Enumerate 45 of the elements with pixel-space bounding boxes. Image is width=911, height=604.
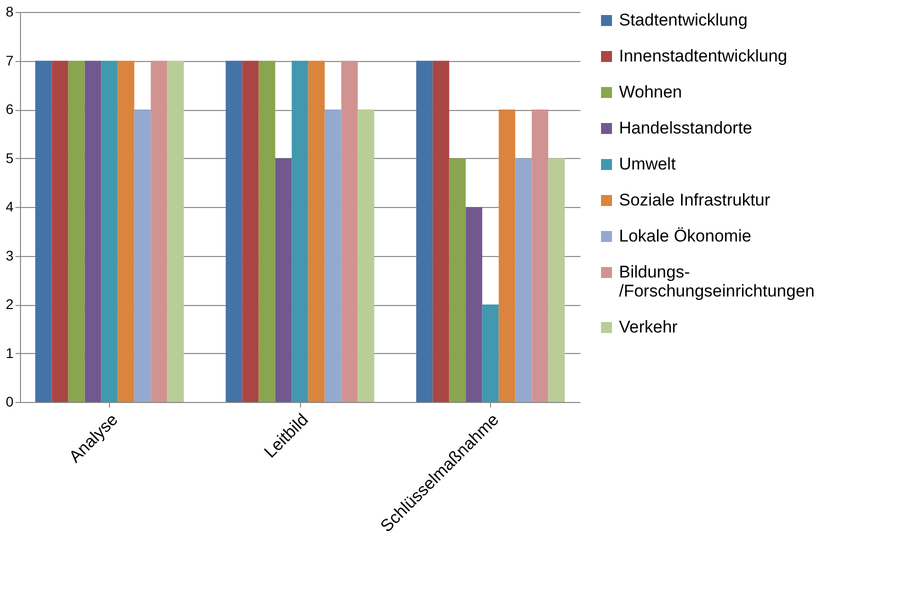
- bar: [134, 110, 151, 402]
- bar: [358, 110, 374, 402]
- bar: [308, 60, 325, 402]
- bar: [341, 60, 358, 402]
- bar: [118, 60, 134, 402]
- legend-label: Umwelt: [619, 154, 676, 174]
- bar: [324, 110, 342, 402]
- y-tick-label: 6: [6, 101, 14, 117]
- y-tick-label: 1: [6, 344, 14, 361]
- bar: [226, 60, 242, 402]
- bar: [482, 304, 499, 402]
- bar: [498, 110, 516, 402]
- bar: [416, 60, 433, 402]
- bar: [548, 158, 565, 402]
- legend-label: Wohnen: [619, 82, 682, 102]
- bar: [242, 60, 259, 402]
- bar: [292, 60, 308, 402]
- legend-label: Bildungs- /Forschungseinrichtungen: [619, 262, 815, 300]
- legend-label: Verkehr: [619, 318, 678, 336]
- bar: [167, 60, 184, 402]
- bar: [532, 110, 548, 402]
- bar: [258, 60, 276, 402]
- y-tick-label: 8: [6, 4, 14, 20]
- bar: [84, 60, 102, 402]
- bar: [68, 60, 85, 402]
- bar: [466, 207, 482, 402]
- legend-label: Innenstadtentwicklung: [619, 46, 788, 66]
- bar: [515, 158, 532, 402]
- bar: [52, 60, 68, 402]
- y-tick-label: 5: [6, 150, 14, 166]
- y-tick-label: 4: [6, 198, 14, 214]
- y-tick-label: 3: [6, 247, 14, 264]
- bar: [449, 158, 466, 402]
- bar: [432, 60, 450, 402]
- y-tick-label: 0: [6, 394, 14, 410]
- legend-label: Handelsstandorte: [619, 118, 752, 138]
- legend-label: Soziale Infrastruktur: [619, 190, 771, 210]
- bar: [150, 60, 168, 402]
- legend-label: Lokale Ökonomie: [619, 226, 752, 246]
- legend-label: Stadtentwicklung: [619, 10, 748, 30]
- bar: [35, 60, 52, 402]
- bar: [101, 60, 118, 402]
- y-tick-label: 2: [6, 296, 14, 312]
- y-tick-label: 7: [6, 52, 14, 68]
- bar: [275, 158, 292, 402]
